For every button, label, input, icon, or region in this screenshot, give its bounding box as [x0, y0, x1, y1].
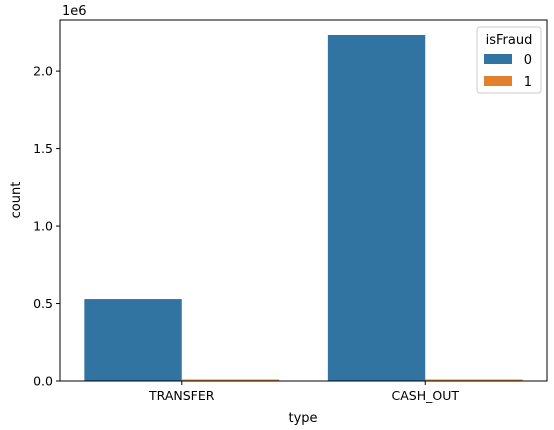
- legend-label: 1: [524, 75, 532, 90]
- legend-swatch: [484, 76, 512, 86]
- legend: isFraud 01: [476, 26, 542, 94]
- bar-cash-out-isfraud-1: [425, 379, 523, 381]
- y-tick-label: 1.5: [33, 141, 53, 156]
- bar-cash-out-isfraud-0: [327, 34, 426, 381]
- legend-label: 0: [524, 53, 532, 68]
- bars-layer: [84, 34, 523, 381]
- legend-entries: 01: [484, 53, 532, 90]
- bar-transfer-isfraud-0: [84, 299, 182, 381]
- legend-title: isFraud: [486, 33, 533, 48]
- y-tick-label: 1.0: [33, 219, 53, 234]
- x-axis: TRANSFER CASH_OUT: [148, 381, 459, 403]
- x-axis-label: type: [288, 411, 317, 426]
- y-tick-label: 0.0: [33, 374, 53, 389]
- axes-frame: [59, 19, 548, 382]
- y-tick-label: 2.0: [33, 64, 53, 79]
- y-axis-label: count: [9, 182, 24, 219]
- bar-transfer-isfraud-1: [181, 379, 280, 381]
- y-axis: 0.0 0.5 1.0 1.5 2.0: [33, 64, 60, 389]
- legend-swatch: [484, 54, 512, 64]
- x-tick-label: CASH_OUT: [392, 388, 460, 403]
- y-offset-label: 1e6: [62, 4, 87, 19]
- y-tick-label: 0.5: [33, 296, 53, 311]
- x-tick-label: TRANSFER: [148, 388, 215, 403]
